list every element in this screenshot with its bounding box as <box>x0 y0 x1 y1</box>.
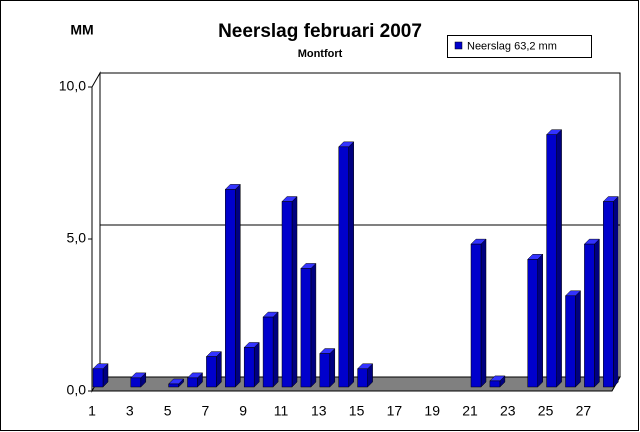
bar-side <box>348 141 354 388</box>
bar-side <box>613 195 619 388</box>
x-tick-label: 21 <box>462 403 478 419</box>
y-tick-label: 10,0 <box>59 78 86 94</box>
bar <box>470 243 482 388</box>
bar <box>357 368 368 388</box>
x-tick-label: 3 <box>126 403 134 419</box>
bar <box>243 347 255 388</box>
bar <box>546 134 557 388</box>
bar <box>319 353 331 388</box>
bar-side <box>253 341 260 388</box>
bar-side <box>556 129 562 388</box>
bar-side <box>216 350 222 388</box>
x-tick-label: 1 <box>88 403 96 419</box>
bar <box>262 316 274 388</box>
bar <box>206 356 217 388</box>
legend-swatch <box>454 41 463 50</box>
bar <box>603 201 614 388</box>
y-tick-label: 0,0 <box>67 382 87 398</box>
bar <box>584 243 595 388</box>
x-tick-label: 15 <box>349 403 365 419</box>
bar <box>527 259 538 388</box>
bar <box>489 380 501 388</box>
chart-title: Neerslag februari 2007 <box>218 21 422 42</box>
bar-side <box>291 195 298 388</box>
bar <box>338 146 349 388</box>
bar-side <box>235 183 241 388</box>
x-tick-label: 9 <box>239 403 247 419</box>
legend: Neerslag 63,2 mm <box>447 35 592 58</box>
bar <box>130 377 142 388</box>
x-tick-label: 19 <box>424 403 440 419</box>
x-tick-label: 23 <box>500 403 516 419</box>
bar <box>565 295 576 388</box>
bar-side <box>329 347 336 388</box>
back-wall <box>91 71 101 393</box>
x-tick-label: 7 <box>202 403 210 419</box>
x-tick-label: 5 <box>164 403 172 419</box>
bar <box>225 189 236 388</box>
bar-side <box>575 290 581 388</box>
bar-side <box>310 262 317 388</box>
bar <box>92 368 104 388</box>
chart-subtitle: Montfort <box>298 48 343 60</box>
x-tick-label: 25 <box>538 403 554 419</box>
legend-label: Neerslag 63,2 mm <box>467 40 557 52</box>
bar <box>281 201 293 388</box>
bar <box>187 377 198 388</box>
x-tick-label: 27 <box>576 403 592 419</box>
x-tick-label: 17 <box>387 403 403 419</box>
bar <box>300 268 312 388</box>
x-tick-label: 11 <box>274 403 289 419</box>
legend-box <box>447 35 592 58</box>
bar-side <box>480 238 487 388</box>
bar <box>168 383 179 388</box>
bar-side <box>594 238 600 388</box>
x-tick-label: 13 <box>311 403 327 419</box>
bar-side <box>272 311 279 388</box>
bar-side <box>537 253 543 388</box>
y-axis-label: MM <box>70 22 93 38</box>
y-tick-label: 5,0 <box>67 230 87 246</box>
